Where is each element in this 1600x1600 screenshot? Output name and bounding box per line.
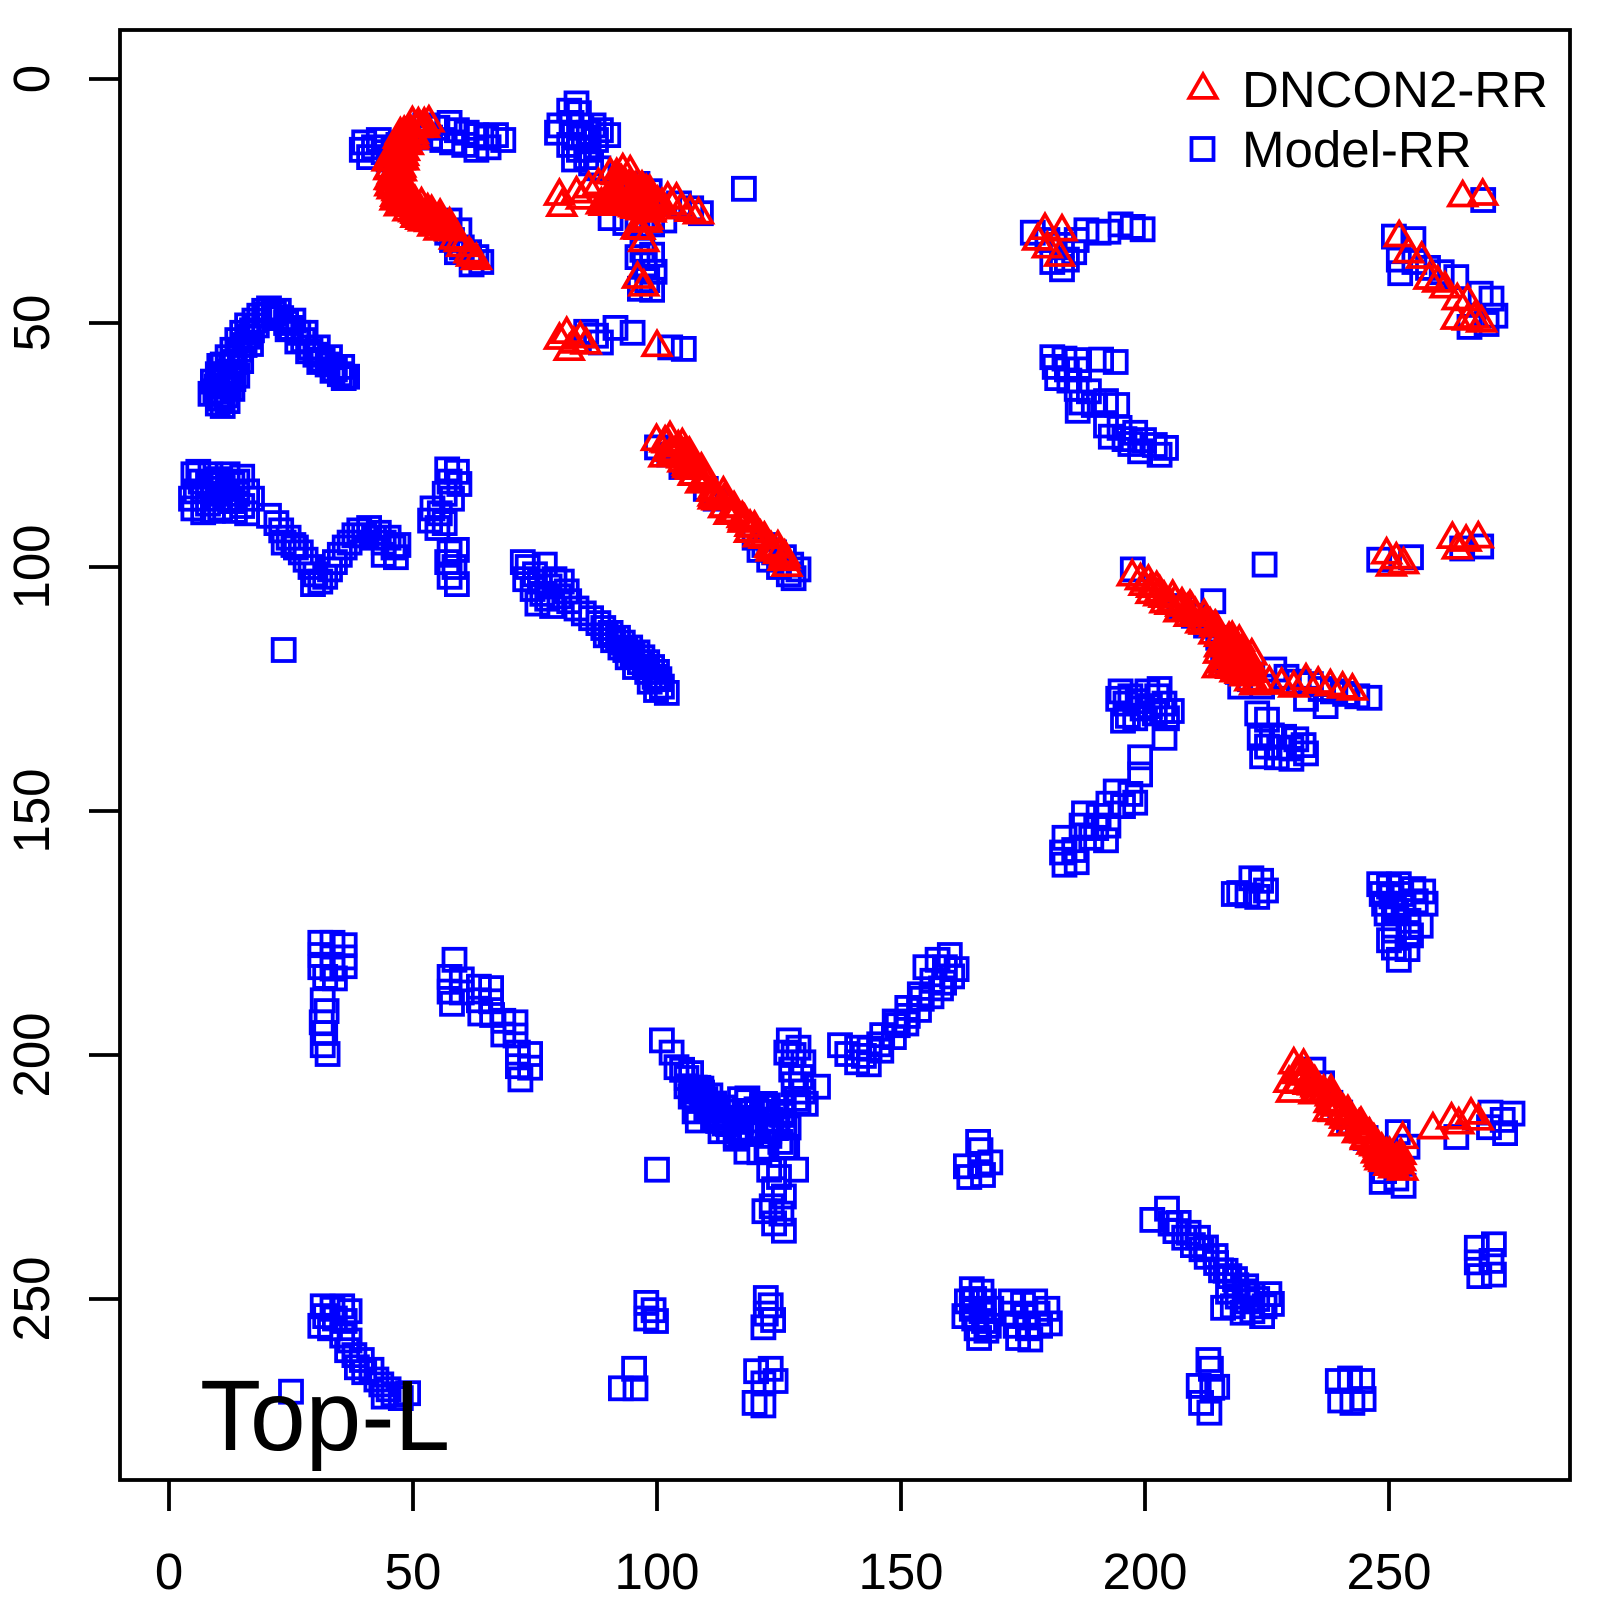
svg-text:0: 0 [155,1543,183,1600]
svg-text:0: 0 [3,65,60,93]
svg-text:250: 250 [3,1256,60,1341]
svg-text:150: 150 [858,1543,943,1600]
svg-text:DNCON2-RR: DNCON2-RR [1242,61,1548,118]
svg-text:50: 50 [385,1543,442,1600]
svg-text:Model-RR: Model-RR [1242,121,1472,178]
svg-text:200: 200 [3,1012,60,1097]
svg-text:150: 150 [3,768,60,853]
svg-text:250: 250 [1346,1543,1431,1600]
svg-text:100: 100 [3,524,60,609]
svg-text:50: 50 [3,295,60,352]
svg-text:100: 100 [614,1543,699,1600]
svg-text:200: 200 [1102,1543,1187,1600]
svg-text:Top-L: Top-L [200,1360,450,1472]
